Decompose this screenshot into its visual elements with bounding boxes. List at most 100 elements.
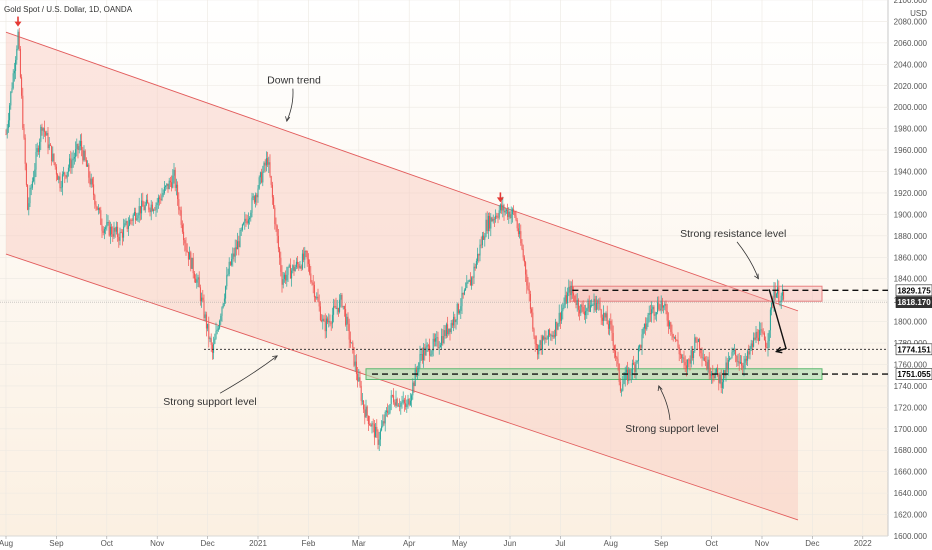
candle-body: [541, 336, 543, 350]
candle-body: [294, 267, 296, 272]
candle-body: [10, 91, 12, 106]
candle-body: [207, 323, 209, 329]
candle-body: [421, 354, 423, 361]
candle-body: [295, 261, 297, 268]
candle-body: [102, 230, 104, 233]
candle-body: [269, 162, 271, 177]
candle-body: [220, 315, 222, 321]
annotation-label[interactable]: Strong resistance level: [680, 228, 786, 240]
candle-body: [191, 257, 193, 269]
candle-body: [549, 329, 551, 336]
candle-body: [715, 367, 717, 373]
candle-body: [484, 236, 486, 240]
candle-body: [276, 225, 278, 236]
candle-body: [629, 369, 631, 375]
candle-body: [336, 307, 338, 309]
candle-body: [623, 380, 625, 385]
candle-body: [463, 290, 465, 295]
candle-body: [744, 358, 746, 363]
candle-body: [178, 199, 180, 210]
annotation-label[interactable]: Down trend: [267, 75, 321, 87]
candle-body: [496, 215, 498, 218]
candle-body: [59, 176, 61, 189]
candle-body: [277, 235, 279, 249]
candle-body: [13, 70, 15, 74]
annotation-label[interactable]: Strong support level: [625, 423, 718, 435]
candle-body: [573, 293, 575, 296]
candle-body: [160, 198, 162, 201]
candle-body: [12, 73, 14, 89]
candle-body: [330, 323, 332, 325]
candle-body: [427, 345, 429, 347]
candle-body: [661, 300, 663, 308]
candle-body: [268, 162, 270, 165]
candle-body: [351, 342, 353, 344]
candle-body: [130, 219, 132, 221]
candle-body: [307, 259, 309, 264]
projection-path[interactable]: [768, 289, 787, 353]
annotation-arrow: [658, 385, 671, 421]
candle-body: [479, 244, 481, 256]
down-arrow-marker-head: [14, 21, 22, 27]
candle-body: [119, 232, 121, 241]
candle-body: [655, 312, 657, 315]
candle-body: [751, 343, 753, 347]
candle-body: [306, 251, 308, 260]
time-axis-background: [0, 536, 932, 550]
candle-body: [249, 217, 251, 220]
price-tick-label: 1980.000: [894, 125, 928, 134]
channel-lower-line[interactable]: [5, 253, 799, 521]
candle-body: [99, 208, 101, 211]
candle-body: [633, 363, 635, 365]
candle-body: [511, 209, 513, 215]
candle-body: [149, 209, 151, 213]
candle-body: [378, 439, 380, 445]
candle-body: [363, 400, 365, 410]
candle-body: [425, 346, 427, 356]
candle-body: [89, 177, 91, 185]
candle-body: [293, 265, 295, 272]
candle-body: [286, 274, 288, 281]
candle-body: [139, 206, 141, 214]
candle-body: [347, 316, 349, 324]
annotation-arrow: [736, 241, 759, 279]
candle-body: [45, 131, 47, 136]
candle-body: [166, 183, 168, 186]
candle-body: [769, 309, 771, 331]
candle-body: [88, 164, 90, 178]
resistance-zone[interactable]: [569, 285, 823, 302]
candle-body: [25, 163, 27, 185]
candle-body: [426, 345, 428, 347]
channel-upper-line[interactable]: [5, 31, 799, 312]
horizontal-levels: [0, 289, 888, 375]
candle-body: [319, 306, 321, 321]
candle-body: [235, 247, 237, 250]
candle-body: [709, 373, 711, 376]
candle-body: [618, 364, 620, 382]
candle-body: [222, 303, 224, 308]
candle-body: [129, 219, 131, 226]
annotation-label[interactable]: Strong support level: [163, 396, 256, 408]
candle-body: [126, 221, 128, 229]
candle-body: [665, 303, 667, 312]
candle-body: [761, 329, 763, 333]
candle-body: [649, 312, 651, 315]
candle-body: [96, 206, 98, 210]
candle-body: [324, 321, 326, 332]
candle-body: [133, 211, 135, 216]
candle-body: [634, 364, 636, 372]
price-tag-box: [895, 296, 932, 308]
candle-body: [559, 312, 561, 321]
candle-body: [359, 377, 361, 386]
candle-body: [246, 221, 248, 224]
candle-body: [219, 320, 221, 329]
candle-body: [670, 322, 672, 332]
candle-body: [694, 337, 696, 351]
candle-body: [611, 324, 613, 333]
candle-body: [753, 337, 755, 347]
candle-body: [406, 404, 408, 407]
candle-body: [198, 277, 200, 288]
candle-body: [48, 144, 50, 149]
candle-body: [659, 308, 661, 311]
